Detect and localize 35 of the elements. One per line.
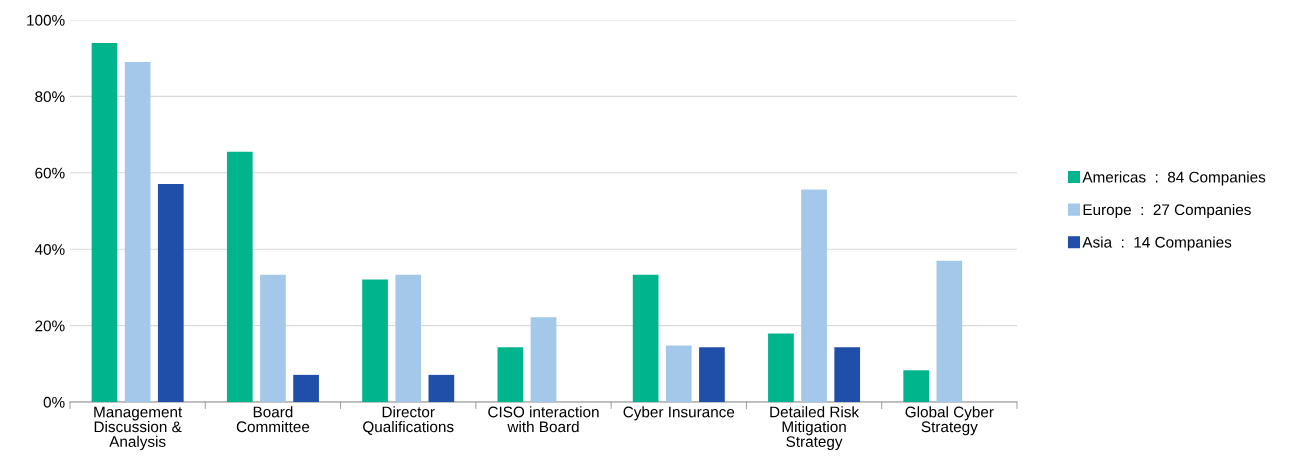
y-tick-label: 0%	[43, 396, 65, 408]
bar	[395, 274, 422, 402]
y-tick-label: 60%	[35, 167, 65, 179]
legend-label: Americas : 84 Companies	[1082, 171, 1266, 186]
bar	[768, 333, 794, 402]
x-tick-label: Cyber Insurance	[623, 406, 735, 421]
bar	[428, 374, 455, 402]
y-tick-label: 80%	[35, 91, 65, 103]
y-tick-label: 20%	[35, 320, 65, 332]
bar	[124, 62, 151, 402]
bar	[936, 260, 963, 402]
bar	[699, 347, 725, 402]
bar	[834, 347, 861, 402]
y-tick-label: 40%	[34, 244, 65, 255]
bar	[632, 274, 659, 402]
legend-label: Europe : 27 Companies	[1083, 203, 1251, 219]
x-tick-label: Global Cyber Strategy	[905, 406, 994, 436]
bar	[665, 345, 692, 402]
x-tick-label: Board Committee	[236, 406, 310, 433]
bar	[530, 317, 557, 402]
bar	[801, 189, 827, 402]
x-tick-label: Director Qualifications	[363, 406, 454, 435]
legend-label: Asia : 14 Companies	[1082, 236, 1232, 251]
bar	[903, 370, 930, 402]
bar	[362, 279, 388, 402]
bar	[260, 274, 286, 402]
bar	[91, 42, 118, 402]
x-tick-label: Detailed Risk Mitigation Strategy	[770, 406, 860, 450]
bar	[226, 151, 253, 402]
bar	[497, 347, 524, 402]
bar	[157, 183, 184, 402]
x-tick-label: Management Discussion & Analysis	[94, 406, 183, 450]
x-tick-label: CISO interaction with Board	[488, 406, 599, 433]
y-tick-label: 100%	[27, 14, 65, 26]
bar	[293, 374, 319, 402]
